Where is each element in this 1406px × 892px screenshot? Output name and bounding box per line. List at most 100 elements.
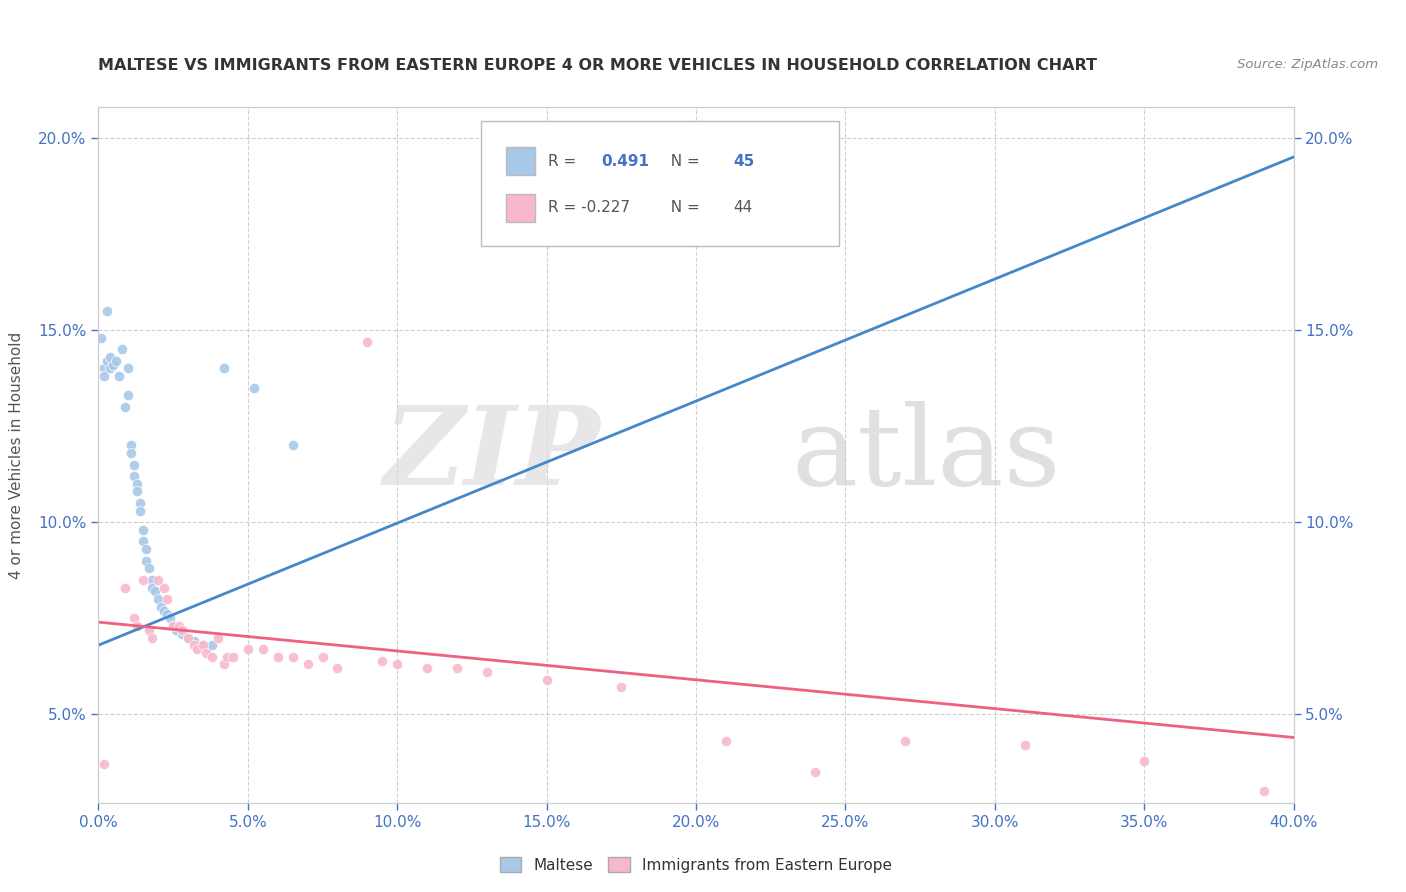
Point [132,573,155,587]
Point [117,388,139,402]
Point [153,581,176,595]
FancyBboxPatch shape [506,194,534,222]
Point [195,646,218,660]
Point [105,353,128,368]
Point [207,631,229,645]
FancyBboxPatch shape [481,121,839,246]
Text: 45: 45 [733,153,754,169]
Point [156,592,179,607]
Text: R = -0.227: R = -0.227 [548,201,630,216]
Point [93,369,115,384]
Point [162,619,184,633]
Point [1253,784,1275,798]
Point [108,369,131,384]
Point [894,734,917,748]
Point [536,673,558,687]
Point [127,476,149,491]
Point [297,657,319,672]
Point [243,381,266,395]
Point [212,657,235,672]
Point [371,654,394,668]
Text: N =: N = [661,153,704,169]
Point [111,342,134,356]
Text: N =: N = [661,201,704,216]
Point [201,649,224,664]
Text: MALTESE VS IMMIGRANTS FROM EASTERN EUROPE 4 OR MORE VEHICLES IN HOUSEHOLD CORREL: MALTESE VS IMMIGRANTS FROM EASTERN EUROP… [98,58,1098,73]
Point [1014,738,1036,752]
Point [177,631,200,645]
Text: 44: 44 [733,201,752,216]
Point [100,350,122,364]
Point [172,623,194,637]
Point [201,638,224,652]
Point [96,303,118,318]
Point [124,611,146,625]
Point [385,657,409,672]
Point [100,361,122,376]
Point [191,638,214,652]
Point [93,757,115,772]
Point [127,619,149,633]
Point [281,649,304,664]
Point [610,681,633,695]
Point [148,573,170,587]
Point [150,599,173,614]
Text: ZIP: ZIP [384,401,600,508]
Point [132,534,155,549]
Point [124,458,146,472]
Point [138,561,160,575]
Legend: Maltese, Immigrants from Eastern Europe: Maltese, Immigrants from Eastern Europe [494,850,898,879]
Point [172,626,194,640]
Point [141,581,163,595]
Point [153,604,176,618]
Point [446,661,468,675]
Point [120,438,142,452]
Point [311,649,333,664]
Point [167,619,190,633]
Text: atlas: atlas [792,401,1062,508]
Point [90,331,112,345]
Point [714,734,737,748]
Point [356,334,378,349]
Point [212,361,235,376]
Point [416,661,439,675]
FancyBboxPatch shape [506,147,534,175]
Point [191,638,214,652]
Text: 0.491: 0.491 [602,153,650,169]
Point [117,361,139,376]
Point [1133,754,1156,768]
Point [120,446,142,460]
Point [135,554,157,568]
Point [183,634,205,648]
Point [222,649,245,664]
Point [165,623,187,637]
Point [159,611,181,625]
Text: R =: R = [548,153,581,169]
Point [281,438,304,452]
Point [252,642,274,657]
Point [132,523,155,537]
Point [141,631,163,645]
Point [162,619,184,633]
Point [124,469,146,483]
Point [127,484,149,499]
Point [183,638,205,652]
Point [804,765,827,780]
Point [215,649,238,664]
Point [135,542,157,557]
Point [114,581,136,595]
Point [96,353,118,368]
Point [143,584,166,599]
Point [103,358,125,372]
Point [129,503,152,517]
Point [114,400,136,414]
Point [148,592,170,607]
Point [326,661,349,675]
Point [236,642,259,657]
Point [93,361,115,376]
Point [186,642,208,657]
Point [156,607,179,622]
Y-axis label: 4 or more Vehicles in Household: 4 or more Vehicles in Household [10,331,24,579]
Point [177,631,200,645]
Point [129,496,152,510]
